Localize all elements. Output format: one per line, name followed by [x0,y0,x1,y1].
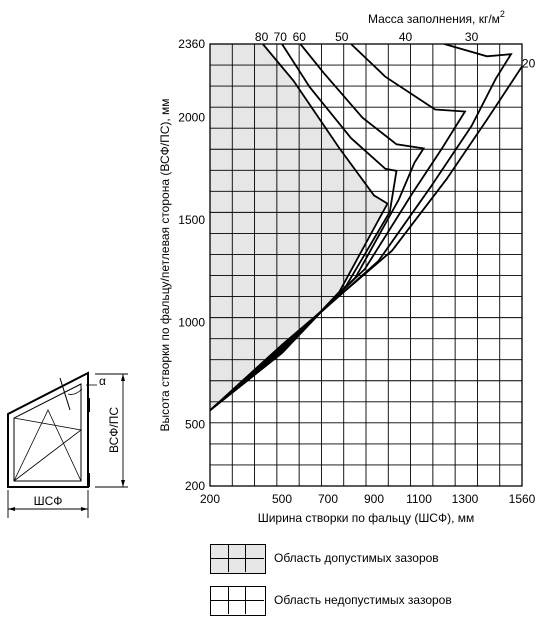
width-dimension-label: ШСФ [34,494,63,508]
legend-swatch-cell [246,587,264,601]
curve-label-80: 80 [255,30,269,44]
sash-diagram [7,371,128,518]
y-tick-label: 200 [185,479,205,493]
curve-label-60: 60 [293,30,307,44]
legend-swatch-cell [229,558,247,572]
sash-frame [7,371,89,488]
x-tick-label: 1300 [452,492,479,506]
y-tick-label: 2360 [178,37,205,51]
x-axis-label: Ширина створки по фальцу (ШСФ), мм [258,511,475,525]
legend-text-permissible: Область допустимых зазоров [274,551,439,565]
sash-inner-frame [13,383,82,482]
curve-label-30: 30 [465,30,479,44]
x-tick-label: 1560 [509,492,536,506]
legend-swatch-cell [246,601,264,615]
legend-swatch-cell [246,545,264,559]
x-tick-label: 1100 [406,492,432,506]
legend-swatch-cell [228,587,247,601]
width-dimension-line [7,490,89,518]
legend-swatch-cell [229,600,247,614]
legend-swatch-cell [211,587,229,601]
chart-title: Масса заполнения, кг/м2 [368,9,505,26]
x-tick-labels: 200 500 700 900 1100 1300 1560 [200,492,536,506]
sag-line [59,377,71,411]
curve-label-20: 20 [522,56,536,70]
legend-swatch-cell [246,559,264,573]
height-dimension-line [95,373,128,488]
y-tick-label: 1000 [178,315,205,329]
y-axis-label: Высота створки по фальцу/петлевая сторон… [158,98,172,431]
legend-swatch-cell [211,545,229,559]
curves [210,44,522,412]
y-tick-label: 1500 [178,213,205,227]
y-tick-label: 500 [185,418,205,432]
legend-permissible: Область допустимых зазоров [210,544,530,576]
sash-opening-lines [13,409,82,482]
x-tick-label: 500 [272,492,292,506]
x-tick-label: 700 [318,492,338,506]
curve-30 [210,66,522,411]
grid [210,44,522,486]
height-dimension-label: ВСФ/ПС [107,407,121,453]
legend-impermissible: Область недопустимых зазоров [210,586,530,618]
x-tick-label: 200 [200,492,220,506]
plot-frame [209,43,523,487]
legend-swatch-cell [211,558,229,572]
curve-labels: 80 70 60 50 40 30 20 [255,30,536,71]
curve-label-70: 70 [274,30,288,44]
curve-label-50: 50 [335,30,349,44]
legend-text-impermissible: Область недопустимых зазоров [274,593,452,607]
legend-swatch-cell [211,600,229,614]
alpha-label: α [99,374,106,388]
bottom-hinge [87,473,90,487]
legend-swatch-impermissible [210,586,266,616]
curve-label-40: 40 [399,30,413,44]
y-tick-label: 2000 [178,111,205,125]
x-tick-label: 900 [364,492,384,506]
top-hinge [87,398,90,412]
legend-swatch-permissible [210,544,266,574]
legend-swatch-cell [228,545,247,559]
alpha-arc [67,388,83,395]
y-tick-labels: 200 500 1000 1500 2000 2360 [178,37,205,493]
